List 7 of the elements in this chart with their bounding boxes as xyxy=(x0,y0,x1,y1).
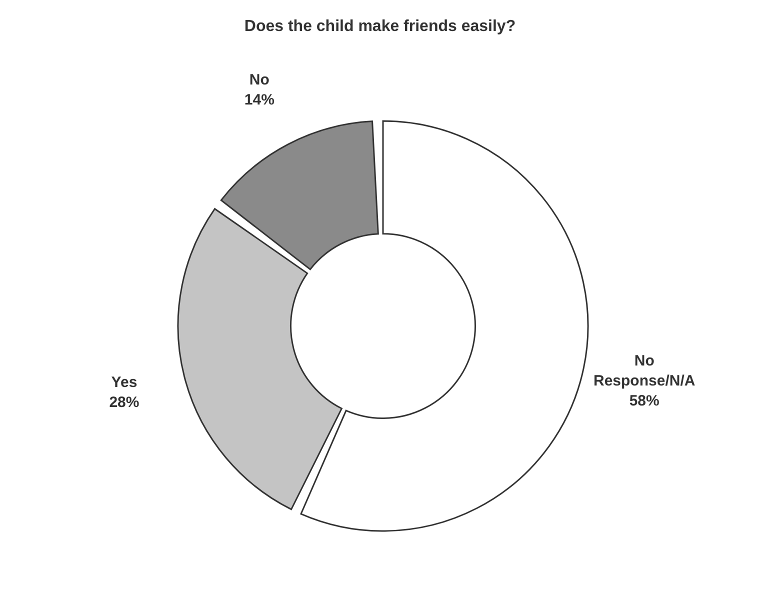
slice-label: No xyxy=(249,71,270,88)
data-label: 14% xyxy=(244,91,274,108)
data-label: 28% xyxy=(109,394,140,411)
slice-label: Yes xyxy=(111,374,138,391)
data-label: 58% xyxy=(629,392,660,410)
slice-label: No Response/N/A xyxy=(594,352,696,390)
chart-title: Does the child make friends easily? xyxy=(243,17,517,36)
